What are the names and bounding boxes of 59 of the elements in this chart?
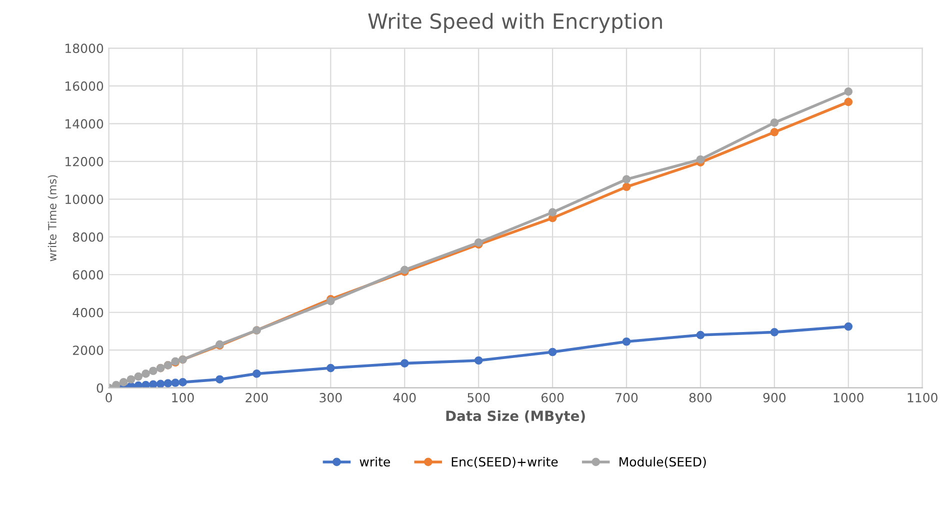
chart-title: Write Speed with Encryption bbox=[368, 12, 662, 34]
y-tick-label: 2000 bbox=[73, 346, 104, 356]
point bbox=[622, 175, 631, 184]
x-tick-label: 100 bbox=[172, 392, 194, 402]
y-tick-label: 12000 bbox=[66, 156, 104, 166]
x-tick-label: 1000 bbox=[834, 392, 864, 402]
legend-label: Module(SEED) bbox=[620, 456, 706, 468]
point bbox=[142, 370, 150, 378]
legend-label: write bbox=[360, 456, 390, 467]
x-tick-label: 500 bbox=[468, 392, 490, 402]
point bbox=[142, 380, 150, 388]
point bbox=[216, 375, 224, 384]
point bbox=[696, 330, 705, 340]
point bbox=[844, 87, 853, 96]
x-tick-label: 600 bbox=[541, 392, 564, 402]
point bbox=[252, 370, 261, 378]
point bbox=[696, 155, 705, 164]
y-tick-label: 10000 bbox=[66, 194, 104, 204]
point bbox=[770, 118, 779, 127]
x-tick-label: 300 bbox=[320, 392, 342, 402]
point bbox=[164, 379, 172, 388]
y-tick-label: 8000 bbox=[72, 232, 104, 242]
point bbox=[156, 380, 165, 388]
point bbox=[119, 378, 128, 386]
point bbox=[178, 378, 187, 386]
point bbox=[770, 128, 779, 136]
x-tick-label: 800 bbox=[689, 392, 712, 402]
x-tick-label: 700 bbox=[616, 392, 638, 402]
x-axis-title: Data Size (MByte) bbox=[446, 410, 585, 424]
point bbox=[400, 359, 409, 368]
point bbox=[622, 337, 631, 346]
point bbox=[149, 366, 158, 376]
x-tick-label: 200 bbox=[246, 392, 268, 402]
x-tick-label: 0 bbox=[106, 392, 112, 402]
legend-label: Enc(SEED)+write bbox=[452, 456, 558, 468]
point bbox=[770, 328, 779, 336]
y-tick-label: 6000 bbox=[72, 270, 104, 280]
point bbox=[171, 378, 180, 387]
y-tick-label: 0 bbox=[96, 383, 104, 393]
point bbox=[149, 380, 158, 388]
y-tick-label: 18000 bbox=[66, 44, 104, 54]
point bbox=[844, 98, 853, 106]
y-axis-title: write Time (ms) bbox=[48, 175, 58, 262]
point bbox=[548, 208, 557, 217]
point bbox=[134, 372, 143, 381]
point bbox=[326, 364, 335, 372]
point bbox=[134, 381, 143, 388]
point bbox=[622, 182, 631, 192]
point bbox=[844, 322, 853, 331]
x-tick-label: 900 bbox=[763, 392, 786, 402]
y-tick-label: 14000 bbox=[66, 119, 104, 129]
x-tick-label: 1100 bbox=[908, 392, 938, 402]
point bbox=[126, 375, 136, 384]
x-tick-label: 400 bbox=[393, 392, 416, 402]
point bbox=[474, 356, 483, 365]
y-tick-label: 16000 bbox=[66, 81, 104, 91]
y-tick-label: 4000 bbox=[72, 308, 104, 318]
point bbox=[112, 380, 120, 388]
point bbox=[548, 348, 557, 356]
